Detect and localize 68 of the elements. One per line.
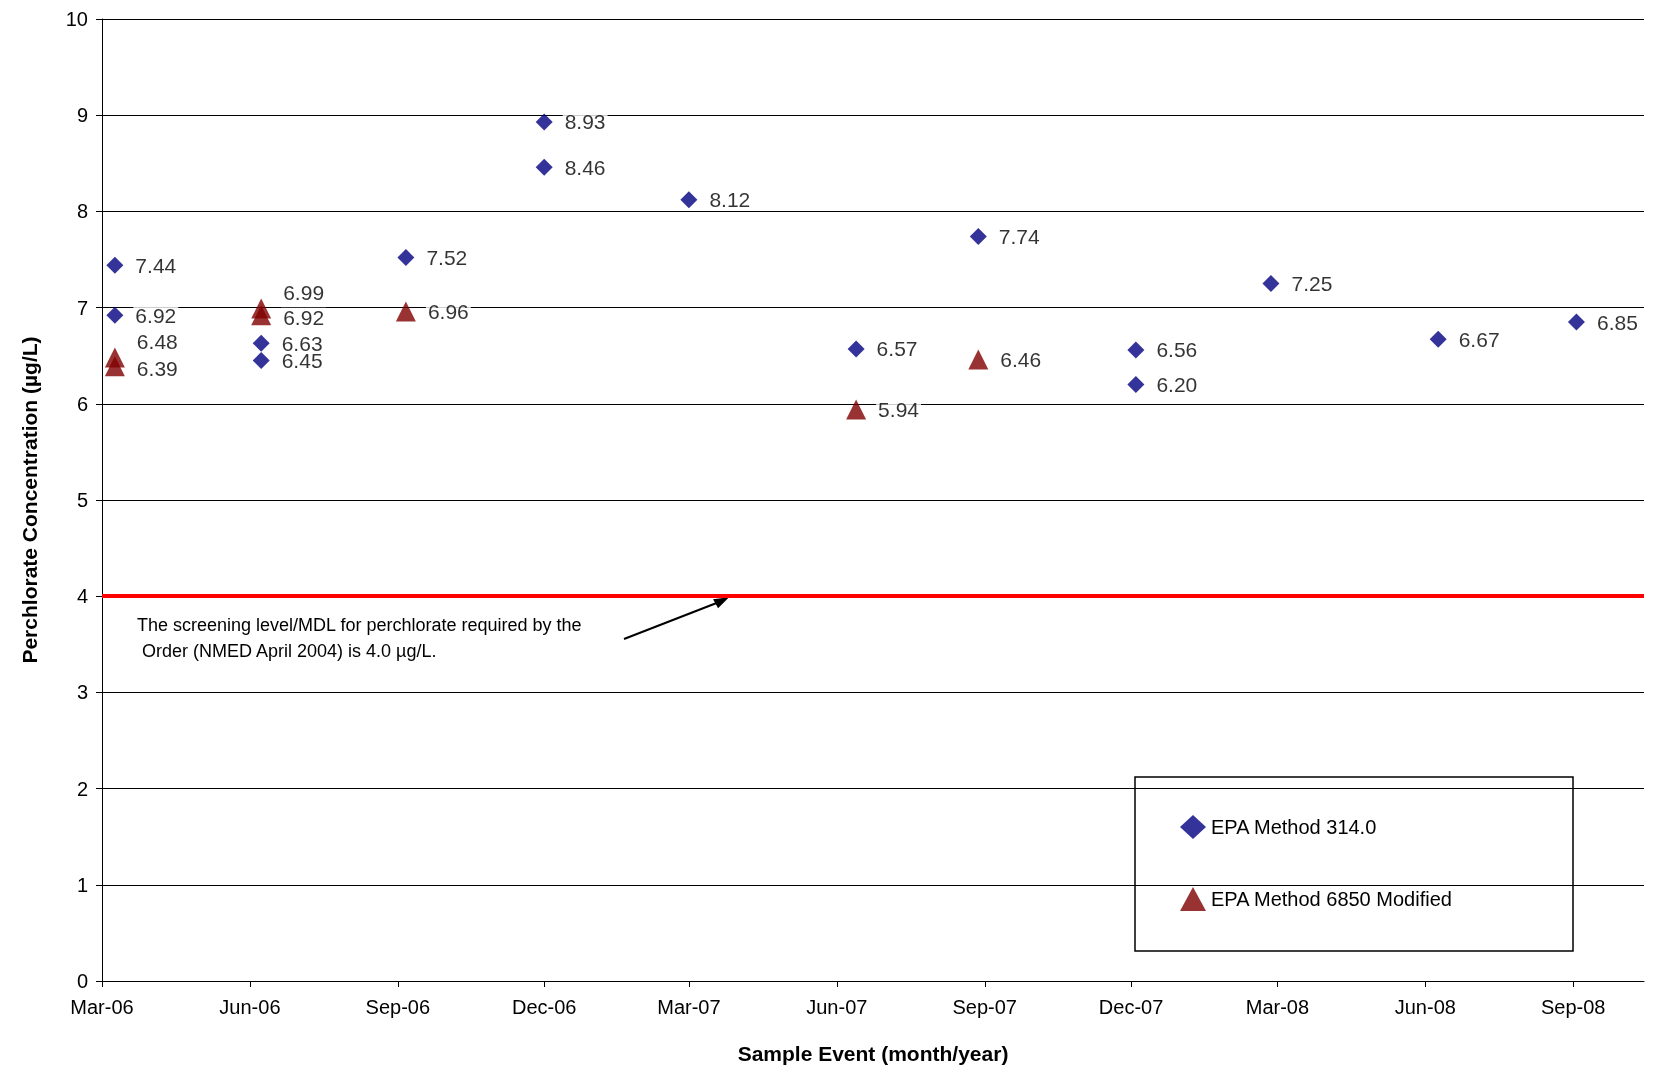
data-label: 6.57 [876, 337, 918, 361]
data-label: 6.39 [136, 356, 178, 380]
point [104, 356, 125, 377]
annotation: The screening level/MDL for perchlorate required by the Order (NMED April 2004) is 4.0 µg/L. [137, 615, 587, 661]
point [251, 305, 272, 326]
data-label: 6.92 [283, 305, 325, 329]
point [106, 256, 124, 274]
x-axis-title: Sample Event (month/year) [737, 1042, 1009, 1065]
point [969, 227, 987, 245]
point [1429, 330, 1447, 348]
x-tick-label: Jun-08 [1394, 996, 1456, 1018]
legend-label: EPA Method 6850 Modified [1211, 888, 1452, 910]
y-tick-label: 0 [76, 970, 88, 992]
point [968, 349, 989, 370]
x-tick-label: Jun-06 [219, 996, 281, 1018]
y-axis-title: Perchlorate Concentration (µg/L) [18, 336, 41, 664]
point [680, 191, 698, 209]
point [252, 334, 270, 352]
x-tick-label: Dec-07 [1098, 996, 1164, 1018]
point [106, 306, 124, 324]
data-label: 6.92 [135, 303, 177, 327]
x-tick-label: Mar-07 [657, 996, 721, 1018]
y-tick-label: 5 [76, 489, 88, 511]
data-label: 7.25 [1291, 272, 1333, 296]
data-label: 8.93 [564, 110, 606, 134]
x-tick-label: Sep-06 [365, 996, 431, 1018]
data-label: 6.63 [281, 331, 323, 355]
data-label: 6.96 [427, 299, 469, 323]
y-tick-label: 10 [65, 8, 88, 30]
data-label: 6.20 [1156, 373, 1198, 397]
x-tick-label: Sep-08 [1541, 996, 1606, 1018]
point [847, 340, 865, 358]
data-label: 8.46 [564, 155, 606, 179]
point [1127, 376, 1145, 394]
data-label: 6.48 [136, 330, 178, 354]
data-label: 6.99 [283, 281, 325, 305]
y-tick-label: 7 [76, 296, 88, 319]
x-tick-label: Jun-07 [806, 996, 868, 1018]
point [252, 352, 270, 370]
y-tick-label: 6 [76, 392, 88, 415]
x-tick-label: Mar-08 [1245, 996, 1310, 1018]
y-tick-label: 4 [76, 585, 88, 608]
y-tick-label: 3 [76, 681, 88, 704]
y-tick-label: 8 [76, 200, 88, 223]
point [535, 158, 553, 176]
x-tick-label: Sep-07 [952, 996, 1017, 1018]
point [397, 249, 415, 267]
data-label: 7.44 [135, 253, 177, 277]
point [1127, 341, 1145, 359]
y-tick-label: 1 [76, 873, 88, 896]
data-label: 7.74 [998, 224, 1041, 248]
data-label: 6.67 [1458, 327, 1500, 351]
x-tick-label: Dec-06 [511, 996, 577, 1018]
data-label: 6.85 [1596, 310, 1638, 334]
point [846, 399, 867, 420]
x-tick-label: Mar-06 [70, 996, 134, 1018]
point [1567, 313, 1585, 331]
point [395, 301, 416, 322]
data-label: 6.46 [1000, 348, 1042, 372]
data-label: 6.56 [1156, 338, 1198, 362]
point [535, 113, 553, 131]
legend-label: EPA Method 314.0 [1211, 816, 1377, 838]
point [1262, 275, 1280, 293]
y-tick-label: 9 [76, 104, 88, 127]
data-label: 7.52 [426, 246, 468, 270]
data-label: 5.94 [878, 398, 920, 422]
y-tick-label: 2 [76, 777, 88, 800]
data-label: 8.12 [709, 188, 751, 212]
